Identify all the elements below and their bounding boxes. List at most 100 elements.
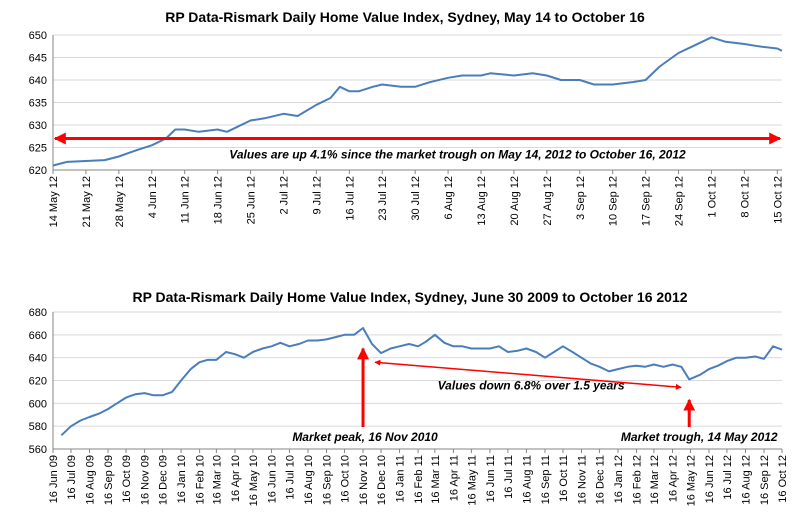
- y-tick-label: 580: [29, 421, 47, 433]
- series-line: [52, 36, 783, 167]
- x-tick-label: 16 Jun 09: [48, 455, 60, 503]
- x-tick-label: 16 Jan 10: [176, 455, 188, 503]
- y-tick-label: 620: [29, 376, 47, 388]
- x-tick-label: 16 Jun 10: [266, 455, 278, 503]
- x-tick-label: 20 Aug 12: [509, 176, 521, 226]
- bottom-chart: RP Data-Rismark Daily Home Value Index, …: [29, 289, 789, 506]
- top-chart-annotations: Values are up 4.1% since the market trou…: [53, 132, 782, 162]
- top-chart: RP Data-Rismark Daily Home Value Index, …: [29, 9, 785, 227]
- y-tick-label: 620: [29, 165, 47, 177]
- top-chart-title: RP Data-Rismark Daily Home Value Index, …: [165, 9, 645, 25]
- top-chart-y-axis: 620 625 630 635 640 645 650: [29, 30, 54, 177]
- x-tick-label: 17 Sep 12: [641, 176, 653, 226]
- bottom-chart-grid: [53, 311, 782, 450]
- x-tick-label: 16 Jan 12: [613, 455, 625, 503]
- x-tick-label: 3 Sep 12: [575, 176, 587, 220]
- x-tick-label: 16 Oct 12: [777, 455, 789, 503]
- x-tick-label: 16 Jun 11: [485, 455, 497, 503]
- x-tick-label: 9 Jul 12: [311, 176, 323, 215]
- y-tick-label: 640: [29, 75, 47, 87]
- x-tick-label: 16 Jul 09: [66, 455, 78, 500]
- y-tick-label: 635: [29, 98, 47, 110]
- bottom-chart-y-axis: 560 580 600 620 640 660 680: [29, 307, 54, 456]
- market-peak-label: Market peak, 16 Nov 2010: [292, 430, 438, 444]
- top-chart-annotation-text: Values are up 4.1% since the market trou…: [229, 148, 686, 162]
- x-tick-label: 28 May 12: [114, 176, 126, 227]
- x-tick-label: 16 May 10: [248, 455, 260, 506]
- x-tick-label: 16 Feb 11: [413, 455, 425, 504]
- x-tick-label: 16 Jun 12: [704, 455, 716, 503]
- x-tick-label: 11 Jun 12: [180, 176, 192, 224]
- x-tick-label: 16 Feb 12: [632, 455, 644, 505]
- x-tick-label: 8 Oct 12: [739, 176, 751, 218]
- x-tick-label: 16 Aug 10: [303, 455, 315, 505]
- y-tick-label: 660: [29, 330, 47, 342]
- bottom-chart-annotations: Market peak, 16 Nov 2010 Market trough, …: [292, 347, 778, 444]
- x-tick-label: 16 Mar 10: [211, 455, 223, 505]
- x-tick-label: 16 Apr 10: [230, 455, 242, 502]
- x-tick-label: 16 Sep 12: [759, 455, 771, 505]
- x-tick-label: 15 Oct 12: [772, 176, 784, 224]
- x-tick-label: 13 Aug 12: [476, 176, 488, 226]
- bottom-chart-title: RP Data-Rismark Daily Home Value Index, …: [132, 289, 687, 305]
- x-tick-label: 30 Jul 12: [410, 176, 422, 221]
- market-trough-label: Market trough, 14 May 2012: [621, 430, 778, 444]
- x-tick-label: 16 Nov 10: [358, 455, 370, 505]
- x-tick-label: 16 Mar 12: [649, 455, 661, 505]
- x-tick-label: 16 Sep 11: [540, 455, 552, 504]
- x-tick-label: 16 Sep 10: [322, 455, 334, 505]
- y-tick-label: 600: [29, 398, 47, 410]
- x-tick-label: 16 Mar 11: [430, 455, 442, 504]
- x-tick-label: 16 Aug 11: [521, 455, 533, 504]
- x-tick-label: 24 Sep 12: [674, 176, 686, 226]
- x-tick-label: 4 Jun 12: [147, 176, 159, 218]
- series-line: [60, 327, 783, 437]
- x-tick-label: 16 Dec 11: [594, 455, 606, 504]
- x-tick-label: 16 Oct 11: [558, 455, 570, 502]
- x-tick-label: 16 Jul 12: [722, 455, 734, 500]
- top-chart-series: [52, 36, 783, 167]
- x-tick-label: 16 May 11: [466, 455, 478, 506]
- x-tick-label: 21 May 12: [81, 176, 93, 227]
- x-tick-label: 27 Aug 12: [542, 176, 554, 226]
- x-tick-label: 16 Dec 10: [376, 455, 388, 505]
- x-tick-label: 16 Oct 09: [121, 455, 133, 503]
- x-tick-label: 2 Jul 12: [278, 176, 290, 215]
- x-tick-label: 16 Jan 11: [395, 455, 407, 503]
- decline-span-label: Values down 6.8% over 1.5 years: [438, 378, 625, 392]
- x-tick-label: 16 Jul 11: [503, 455, 515, 499]
- x-tick-label: 16 Apr 12: [667, 455, 679, 502]
- y-tick-label: 630: [29, 120, 47, 132]
- x-tick-label: 16 Nov 09: [140, 455, 152, 505]
- top-chart-x-axis: 14 May 12 21 May 12 28 May 12 4 Jun 12 11 Ju…: [48, 169, 784, 227]
- x-tick-label: 16 Apr 11: [448, 455, 460, 501]
- x-tick-label: 16 Oct 10: [339, 455, 351, 503]
- bottom-chart-x-axis: 16 Jun 09 16 Jul 09 16 Aug 09 16 Sep 09 16 O…: [48, 448, 789, 506]
- x-tick-label: 25 Jun 12: [246, 176, 258, 224]
- x-tick-label: 16 May 12: [685, 455, 697, 506]
- decline-span-arrow: [374, 359, 682, 390]
- bottom-chart-series: [60, 327, 783, 437]
- x-tick-label: 16 Nov 11: [576, 455, 588, 504]
- x-tick-label: 16 Aug 12: [740, 455, 752, 505]
- x-tick-label: 16 Dec 09: [158, 455, 170, 505]
- y-tick-label: 680: [29, 307, 47, 319]
- y-tick-label: 645: [29, 53, 47, 65]
- x-tick-label: 16 Feb 10: [195, 455, 207, 505]
- x-tick-label: 18 Jun 12: [213, 176, 225, 224]
- x-tick-label: 1 Oct 12: [706, 176, 718, 218]
- x-tick-label: 16 Aug 09: [85, 455, 97, 505]
- x-tick-label: 10 Sep 12: [608, 176, 620, 226]
- y-tick-label: 625: [29, 143, 47, 155]
- y-tick-label: 560: [29, 444, 47, 456]
- x-tick-label: 16 Jul 10: [284, 455, 296, 500]
- x-tick-label: 16 Jul 12: [344, 176, 356, 221]
- y-tick-label: 640: [29, 353, 47, 365]
- x-tick-label: 16 Sep 09: [103, 455, 115, 505]
- y-tick-label: 650: [29, 30, 47, 42]
- x-tick-label: 6 Aug 12: [443, 176, 455, 219]
- x-tick-label: 14 May 12: [48, 176, 60, 227]
- x-tick-label: 23 Jul 12: [377, 176, 389, 221]
